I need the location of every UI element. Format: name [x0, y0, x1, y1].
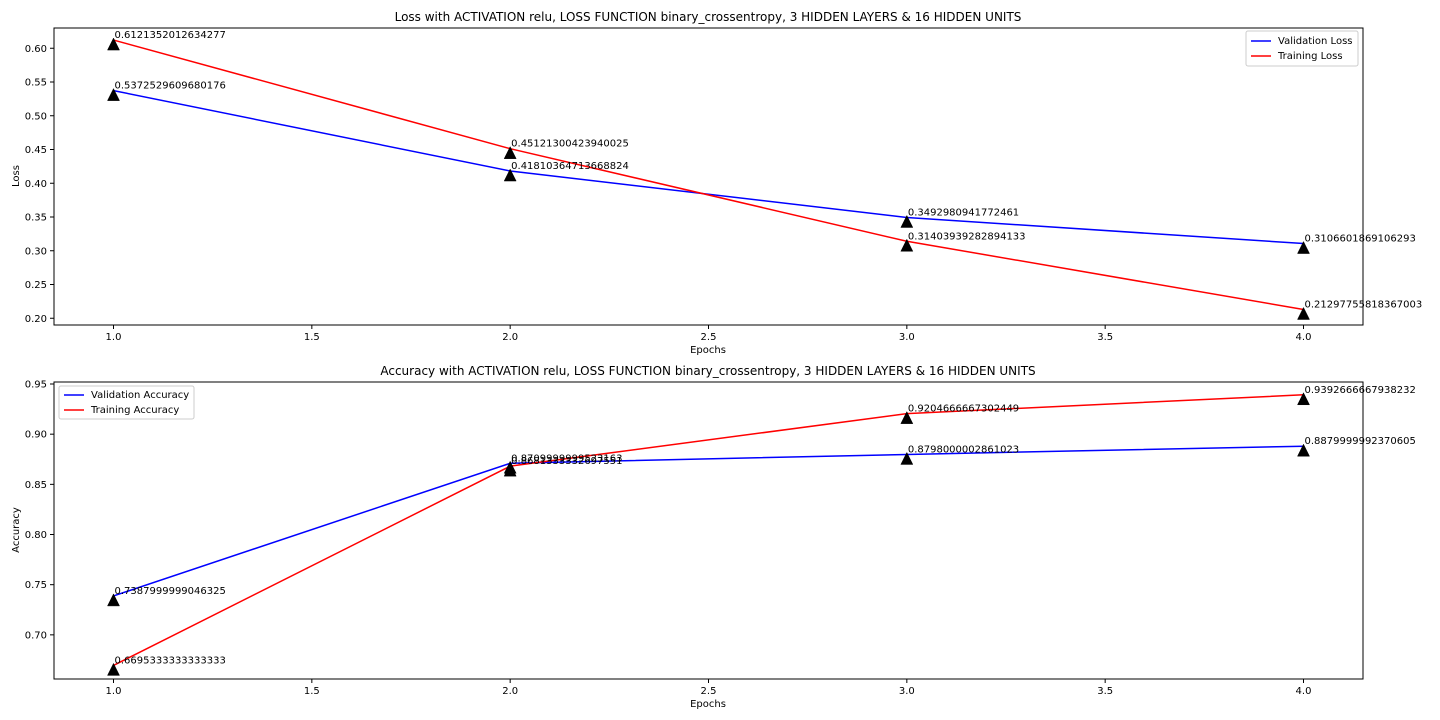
marker-validation-accuracy	[900, 451, 914, 465]
marker-validation-loss	[1297, 240, 1310, 254]
legend-box	[58, 385, 195, 420]
x-tick-label: 1.0	[106, 686, 122, 697]
x-tick-label: 3.5	[1097, 332, 1113, 343]
marker-training-loss	[1297, 306, 1310, 320]
y-tick-label: 0.35	[25, 213, 47, 224]
y-tick-label: 0.60	[25, 44, 47, 55]
y-tick-label: 0.80	[25, 530, 47, 541]
y-tick-label: 0.50	[25, 111, 47, 122]
marker-training-loss	[503, 146, 517, 159]
loss-chart: Loss with ACTIVATION relu, LOSS FUNCTION…	[11, 10, 1422, 356]
y-tick-label: 0.20	[25, 314, 47, 325]
data-label-training-loss: 0.6121352012634277	[115, 30, 226, 41]
x-axis-label: Epochs	[690, 345, 726, 356]
y-tick-label: 0.90	[25, 430, 47, 441]
legend-label-training-accuracy: Training Accuracy	[90, 405, 179, 416]
accuracy-chart: Accuracy with ACTIVATION relu, LOSS FUNC…	[11, 364, 1416, 710]
y-tick-label: 0.40	[25, 179, 47, 190]
data-label-training-loss: 0.21297755818367003	[1305, 299, 1423, 310]
x-tick-label: 3.5	[1097, 686, 1113, 697]
marker-validation-accuracy	[1297, 443, 1310, 457]
chart-title: Loss with ACTIVATION relu, LOSS FUNCTION…	[395, 10, 1022, 24]
y-axis-label: Accuracy	[11, 507, 22, 553]
x-tick-label: 4.0	[1296, 332, 1312, 343]
legend-box	[1245, 30, 1359, 67]
y-tick-label: 0.55	[25, 78, 47, 89]
series-line-training-loss	[113, 39, 1304, 311]
x-tick-label: 3.0	[899, 332, 915, 343]
marker-validation-loss	[900, 214, 914, 228]
data-label-training-accuracy: 0.8681333332697551	[511, 456, 622, 467]
x-tick-label: 2.0	[502, 686, 518, 697]
series-line-training-accuracy	[113, 394, 1304, 667]
series-line-validation-accuracy	[113, 445, 1304, 597]
x-axis-label: Epochs	[690, 699, 726, 710]
marker-training-accuracy	[900, 411, 914, 424]
x-tick-label: 1.0	[106, 332, 122, 343]
y-tick-label: 0.45	[25, 145, 47, 156]
x-tick-label: 1.5	[304, 332, 320, 343]
data-label-validation-accuracy: 0.8798000002861023	[908, 444, 1019, 455]
data-label-validation-accuracy: 0.8709999999523163	[511, 453, 622, 464]
legend: Validation Accuracy Training Accuracy	[58, 385, 195, 420]
legend-label-validation-loss: Validation Loss	[1278, 36, 1353, 47]
marker-training-loss	[900, 238, 914, 252]
legend-label-validation-accuracy: Validation Accuracy	[91, 390, 189, 401]
data-label-validation-accuracy: 0.8879999992370605	[1305, 436, 1416, 447]
y-tick-label: 0.30	[25, 246, 47, 257]
data-label-validation-loss: 0.3492980941772461	[908, 207, 1019, 218]
marker-validation-loss	[107, 88, 120, 101]
data-label-validation-loss: 0.3106601869106293	[1305, 234, 1416, 245]
y-tick-label: 0.85	[25, 480, 47, 491]
marker-training-accuracy	[503, 463, 517, 477]
x-tick-label: 1.5	[304, 686, 320, 697]
data-label-training-loss: 0.45121300423940025	[511, 139, 629, 150]
x-tick-label: 3.0	[899, 686, 915, 697]
chart-title: Accuracy with ACTIVATION relu, LOSS FUNC…	[380, 364, 1035, 378]
marker-training-accuracy	[107, 662, 120, 676]
data-label-training-accuracy: 0.6695333333333333	[115, 655, 226, 666]
y-axis-label: Loss	[11, 165, 22, 187]
y-tick-label: 0.75	[25, 580, 47, 591]
y-tick-label: 0.25	[25, 280, 47, 291]
x-tick-label: 4.0	[1296, 686, 1312, 697]
y-tick-label: 0.95	[25, 380, 47, 391]
data-label-training-loss: 0.31403939282894133	[908, 231, 1026, 242]
x-tick-label: 2.5	[701, 686, 717, 697]
y-tick-label: 0.70	[25, 630, 47, 641]
marker-training-loss	[107, 37, 120, 51]
marker-validation-loss	[503, 168, 517, 182]
x-tick-label: 2.0	[502, 332, 518, 343]
data-label-training-accuracy: 0.9204666667302449	[908, 404, 1019, 415]
plot-area: 1.0 1.5 2.0 2.5 3.0 3.5 4.0 0.20 0.25 0.30 0.35 0.4…	[25, 30, 1422, 343]
data-label-validation-loss: 0.5372529609680176	[115, 81, 226, 92]
data-label-validation-accuracy: 0.7387999999046325	[115, 586, 226, 597]
data-label-validation-loss: 0.41810364713668824	[511, 161, 629, 172]
legend-label-training-loss: Training Loss	[1277, 51, 1343, 62]
data-label-training-accuracy: 0.9392666667938232	[1305, 385, 1416, 396]
marker-validation-accuracy	[107, 593, 120, 607]
x-tick-label: 2.5	[701, 332, 717, 343]
plot-area: 1.0 1.5 2.0 2.5 3.0 3.5 4.0 0.70 0.75 0.80 0.85 0.9…	[25, 380, 1416, 697]
marker-training-accuracy	[1297, 392, 1310, 406]
legend: Validation Loss Training Loss	[1245, 30, 1359, 67]
